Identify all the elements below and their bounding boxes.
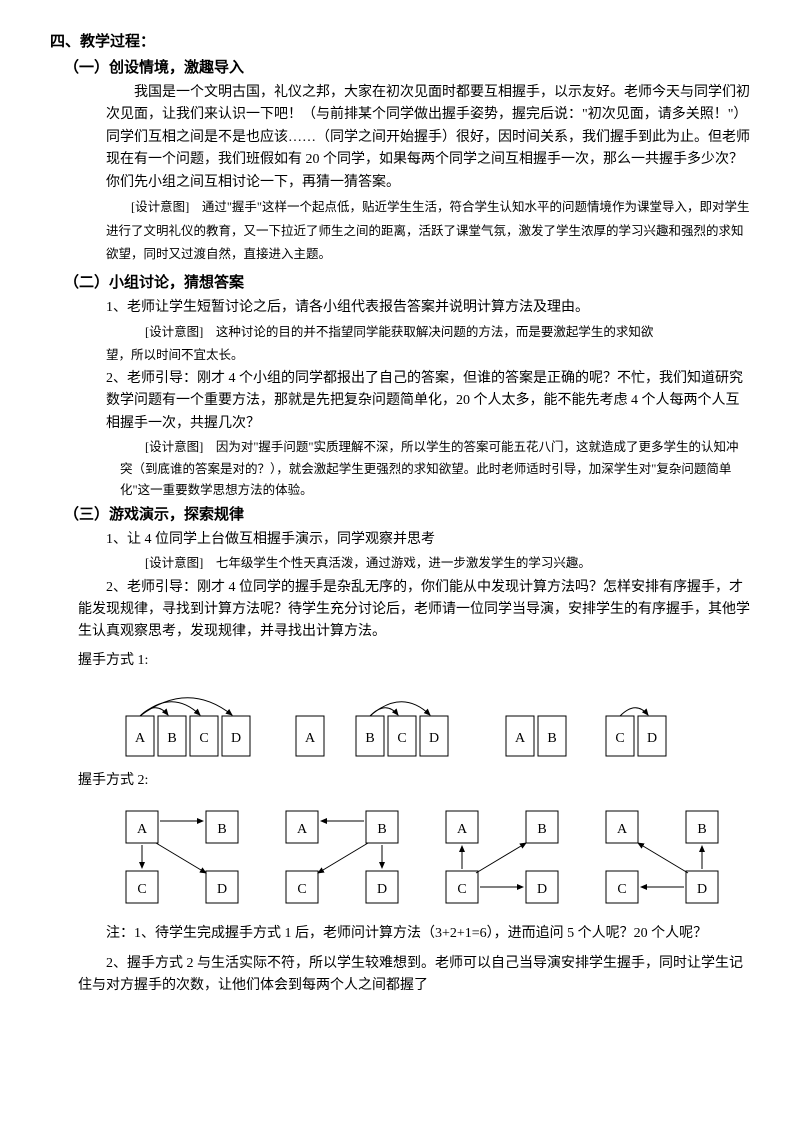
svg-text:B: B: [377, 822, 386, 837]
svg-text:D: D: [429, 731, 439, 746]
box-d: D: [231, 731, 241, 746]
svg-text:C: C: [397, 731, 406, 746]
note2: 2、握手方式 2 与生活实际不符，所以学生较难想到。老师可以自己当导演安排学生握…: [78, 953, 750, 998]
box-c: C: [199, 731, 208, 746]
s4-2-design2: [设计意图] 因为对"握手问题"实质理解不深，所以学生的答案可能五花八门，这就造…: [120, 437, 750, 501]
d2-group4: A B C D: [606, 811, 718, 903]
method2-label: 握手方式 2:: [78, 770, 750, 792]
note1: 注：1、待学生完成握手方式 1 后，老师问计算方法（3+2+1=6），进而追问 …: [78, 923, 750, 945]
svg-text:B: B: [365, 731, 374, 746]
svg-text:D: D: [697, 882, 707, 897]
svg-text:D: D: [217, 882, 227, 897]
svg-text:D: D: [537, 882, 547, 897]
svg-text:D: D: [647, 731, 657, 746]
box-a: A: [135, 731, 146, 746]
svg-text:B: B: [697, 822, 706, 837]
svg-text:B: B: [537, 822, 546, 837]
svg-text:C: C: [297, 882, 306, 897]
svg-text:C: C: [137, 882, 146, 897]
box-b: B: [167, 731, 176, 746]
svg-text:A: A: [137, 822, 148, 837]
svg-text:C: C: [457, 882, 466, 897]
svg-text:D: D: [377, 882, 387, 897]
s4-3-title: （三）游戏演示，探索规律: [64, 503, 750, 527]
d1-group1: A B C D: [126, 698, 250, 756]
svg-text:A: A: [457, 822, 468, 837]
svg-text:A: A: [305, 731, 316, 746]
s4-1-design: [设计意图] 通过"握手"这样一个起点低，贴近学生生活，符合学生认知水平的问题情…: [106, 196, 750, 267]
s4-3-design1: [设计意图] 七年级学生个性天真活泼，通过游戏，进一步激发学生的学习兴趣。: [120, 553, 750, 574]
svg-text:C: C: [615, 731, 624, 746]
method1-label: 握手方式 1:: [78, 650, 750, 672]
s4-1-title: （一）创设情境，激趣导入: [64, 56, 750, 80]
section-4-title: 四、教学过程：: [50, 30, 750, 54]
d1-group2: A B C D: [296, 702, 448, 756]
s4-3-item1: 1、让 4 位同学上台做互相握手演示，同学观察并思考: [106, 529, 750, 551]
d1-group3: A B C D: [506, 708, 666, 756]
diagram-method1: A B C D A B C D A B C D: [106, 682, 750, 760]
svg-text:B: B: [217, 822, 226, 837]
svg-text:A: A: [617, 822, 628, 837]
d2-group1: A B C D: [126, 811, 238, 903]
d2-group2: A B C D: [286, 811, 398, 903]
svg-text:A: A: [297, 822, 308, 837]
svg-text:C: C: [617, 882, 626, 897]
s4-2-title: （二）小组讨论，猜想答案: [64, 271, 750, 295]
s4-2-item2: 2、老师引导：刚才 4 个小组的同学都报出了自己的答案，但谁的答案是正确的呢？不…: [106, 368, 750, 435]
s4-1-p1: 我国是一个文明古国，礼仪之邦，大家在初次见面时都要互相握手，以示友好。老师今天与…: [106, 82, 750, 194]
s4-2-design1a: [设计意图] 这种讨论的目的并不指望同学能获取解决问题的方法，而是要激起学生的求…: [120, 322, 750, 343]
s4-2-design1b: 望，所以时间不宜太长。: [106, 345, 750, 366]
s4-3-item2: 2、老师引导：刚才 4 位同学的握手是杂乱无序的，你们能从中发现计算方法吗？怎样…: [78, 577, 750, 644]
svg-text:A: A: [515, 731, 526, 746]
diagram-method2: A B C D A B C D A B C D A B C D: [106, 803, 750, 913]
d2-group3: A B C D: [446, 811, 558, 903]
s4-2-item1: 1、老师让学生短暂讨论之后，请各小组代表报告答案并说明计算方法及理由。: [106, 297, 750, 319]
svg-text:B: B: [547, 731, 556, 746]
